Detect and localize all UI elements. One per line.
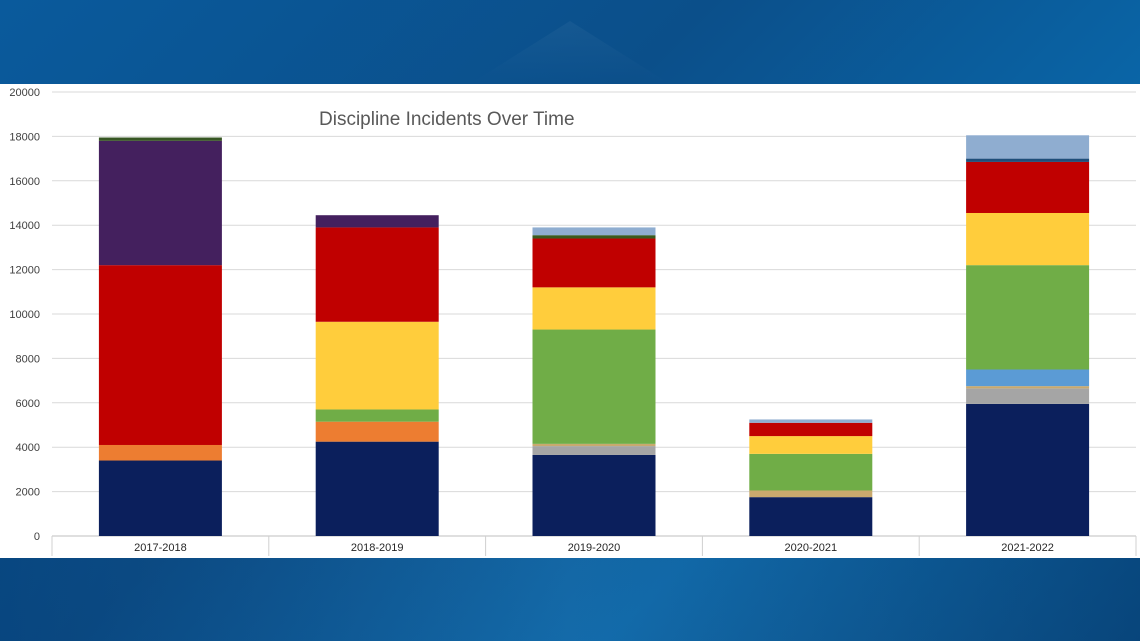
y-tick-label: 12000 bbox=[9, 265, 40, 277]
bar-segment bbox=[966, 369, 1090, 387]
bar-segment bbox=[315, 421, 439, 442]
bar-segment bbox=[966, 212, 1090, 266]
bar-segment bbox=[749, 419, 873, 423]
bar-segment bbox=[966, 388, 1090, 404]
bar-segment bbox=[966, 161, 1090, 213]
y-tick-label: 8000 bbox=[16, 353, 40, 365]
bar-segment bbox=[532, 287, 656, 330]
bars bbox=[98, 135, 1090, 536]
bar-segment bbox=[98, 265, 222, 445]
stacked-bar-chart: 0 2000 4000 6000 8000 10000 12000 14000 16000 180… bbox=[9, 87, 1137, 556]
bar-segment bbox=[966, 386, 1090, 389]
bar-segment bbox=[749, 436, 873, 454]
x-axis: 2017-2018 2018-2019 2019-2020 2020-2021 2021… bbox=[51, 536, 1137, 556]
bar-segment bbox=[532, 238, 656, 288]
chart-panel: 0 2000 4000 6000 8000 10000 12000 14000 16000 180… bbox=[0, 84, 1140, 558]
x-tick-label: 2018-2019 bbox=[351, 542, 404, 554]
bar-segment bbox=[966, 135, 1090, 159]
x-tick-label: 2021-2022 bbox=[1001, 542, 1054, 554]
x-tick-label: 2019-2020 bbox=[568, 542, 621, 554]
bar-segment bbox=[532, 446, 656, 455]
bar-segment bbox=[749, 453, 873, 491]
y-tick-label: 6000 bbox=[16, 398, 40, 410]
bar-segment bbox=[749, 490, 873, 498]
y-tick-label: 10000 bbox=[9, 309, 40, 321]
y-tick-label: 2000 bbox=[16, 487, 40, 499]
bar-segment bbox=[315, 227, 439, 322]
bar-segment bbox=[749, 497, 873, 536]
y-tick-label: 16000 bbox=[9, 176, 40, 188]
y-tick-label: 20000 bbox=[9, 87, 40, 99]
y-tick-label: 14000 bbox=[9, 220, 40, 232]
background-band bbox=[0, 558, 1140, 641]
bar-segment bbox=[532, 443, 656, 447]
bar-segment bbox=[749, 422, 873, 437]
bar-segment bbox=[532, 454, 656, 536]
bar-segment bbox=[966, 158, 1090, 162]
chart-title: Discipline Incidents Over Time bbox=[319, 109, 575, 130]
bar-segment bbox=[315, 441, 439, 536]
bar-segment bbox=[315, 321, 439, 410]
y-tick-label: 0 bbox=[34, 531, 40, 543]
y-tick-label: 4000 bbox=[16, 442, 40, 454]
bar-segment bbox=[315, 215, 439, 228]
bar-segment bbox=[98, 444, 222, 461]
bar-segment bbox=[532, 329, 656, 444]
x-tick-label: 2017-2018 bbox=[134, 542, 187, 554]
x-tick-label: 2020-2021 bbox=[784, 542, 837, 554]
bar-segment bbox=[98, 140, 222, 266]
bar-segment bbox=[532, 235, 656, 239]
bar-segment bbox=[966, 403, 1090, 536]
y-tick-label: 18000 bbox=[9, 131, 40, 143]
background-decoration bbox=[470, 21, 670, 84]
bar-segment bbox=[966, 265, 1090, 370]
y-axis-ticks: 0 2000 4000 6000 8000 10000 12000 14000 16000 180… bbox=[9, 87, 40, 543]
bar-segment bbox=[98, 137, 222, 141]
bar-segment bbox=[315, 409, 439, 422]
bar-segment bbox=[532, 227, 656, 236]
bar-segment bbox=[98, 460, 222, 536]
